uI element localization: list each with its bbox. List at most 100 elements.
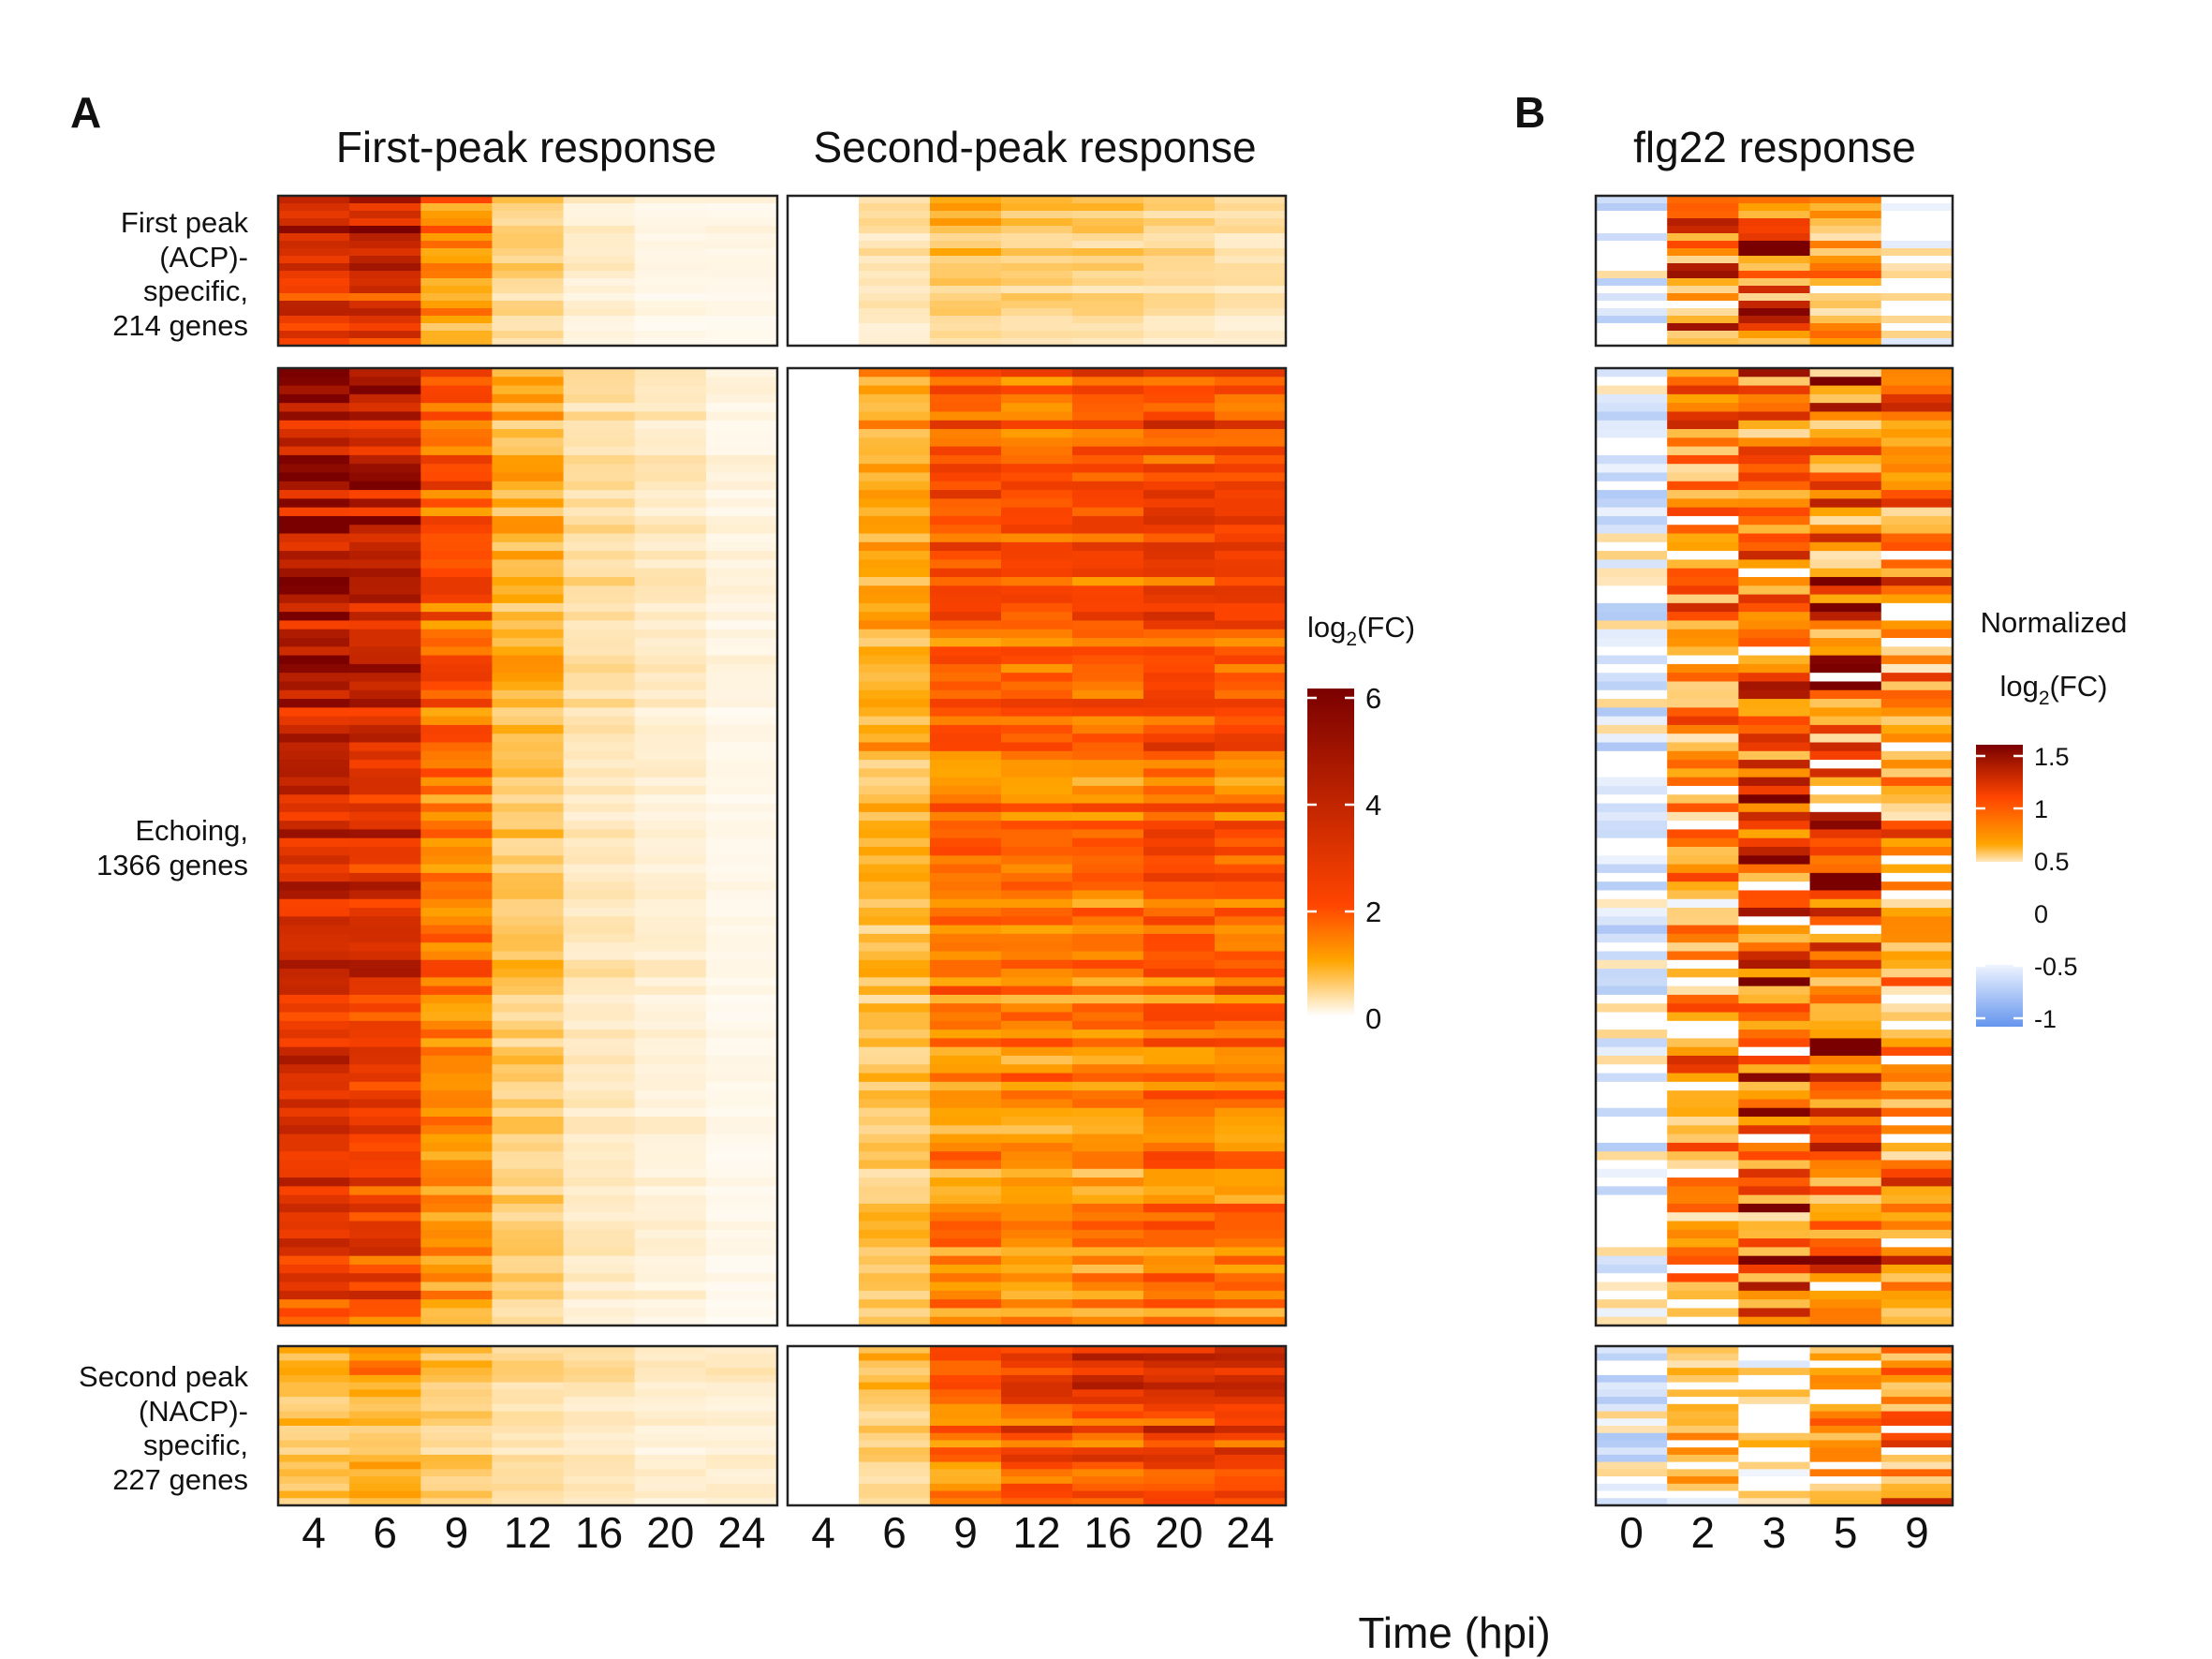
heatmap-cell [859, 1483, 931, 1492]
heatmap-cell [788, 994, 860, 1004]
heatmap-cell [420, 218, 493, 227]
heatmap-cell [349, 331, 421, 339]
heatmap-cell [420, 689, 493, 700]
heatmap-cell [1143, 620, 1216, 630]
heatmap-cell [705, 750, 778, 761]
heatmap-cell [1667, 1403, 1739, 1413]
heatmap-cell [1143, 985, 1216, 996]
heatmap-cell [705, 1178, 778, 1187]
heatmap-cell [634, 699, 707, 708]
heatmap-cell [1143, 1081, 1216, 1091]
heatmap-cell [1738, 525, 1811, 535]
heatmap-cell [1001, 1290, 1073, 1300]
heatmap-cell [492, 1090, 565, 1101]
heatmap-cell [1667, 620, 1739, 630]
heatmap-cell [349, 1125, 421, 1135]
heatmap-cell [420, 1238, 493, 1248]
heatmap-cell [705, 855, 778, 866]
heatmap-cell [859, 898, 931, 909]
heatmap-cell [788, 1229, 860, 1239]
heatmap-cell [1001, 1003, 1073, 1014]
heatmap-cell [788, 308, 860, 317]
heatmap-cell [420, 1418, 493, 1427]
heatmap-cell [1880, 1389, 1954, 1398]
heatmap-cell [278, 1212, 350, 1222]
heatmap-cell [563, 663, 636, 674]
heatmap-cell [492, 1038, 565, 1048]
heatmap-cell [859, 377, 931, 387]
heatmap-cell [1738, 464, 1811, 474]
heatmap-cell [1809, 811, 1882, 822]
heatmap-cell [563, 1125, 636, 1135]
heatmap-cell [1738, 1360, 1811, 1369]
heatmap-cell [859, 1203, 931, 1213]
heatmap-cell [634, 803, 707, 813]
heatmap-cell [1880, 196, 1954, 204]
heatmap-cell [1143, 1418, 1216, 1427]
heatmap-cell [788, 716, 860, 726]
heatmap-second-echo-frame [786, 366, 1288, 1327]
heatmap-cell [788, 278, 860, 287]
heatmap-cell [420, 750, 493, 761]
heatmap-cell [563, 655, 636, 665]
heatmap-cell [930, 847, 1002, 856]
heatmap-cell [1880, 1012, 1954, 1022]
heatmap-cell [1072, 1469, 1144, 1477]
heatmap-cell [1072, 942, 1144, 953]
heatmap-cell [492, 959, 565, 970]
heatmap-cell [563, 338, 636, 347]
heatmap-cell [1809, 1160, 1882, 1170]
heatmap-cell [859, 811, 931, 822]
heatmap-cell [1809, 323, 1882, 332]
heatmap-cell [1596, 1160, 1668, 1170]
heatmap-cell [278, 437, 350, 448]
heatmap-cell [563, 1368, 636, 1376]
heatmap-cell [1667, 1046, 1739, 1057]
heatmap-cell [859, 1264, 931, 1274]
heatmap-cell [1809, 768, 1882, 778]
heatmap-cell [1667, 368, 1739, 378]
heatmap-cell [278, 368, 350, 378]
heatmap-cell [705, 724, 778, 734]
heatmap-cell [1809, 1133, 1882, 1144]
heatmap-cell [788, 1003, 860, 1014]
heatmap-cell [278, 377, 350, 387]
heatmap-cell [1143, 226, 1216, 234]
heatmap-cell [420, 959, 493, 970]
heatmap-cell [1667, 1308, 1739, 1318]
heatmap-cell [859, 1178, 931, 1187]
heatmap-cell [634, 724, 707, 734]
heatmap-cell [1809, 1151, 1882, 1162]
heatmap-cell [1215, 472, 1287, 482]
heatmap-cell [930, 1273, 1002, 1283]
heatmap-cell [1215, 1194, 1287, 1205]
heatmap-cell [278, 323, 350, 332]
heatmap-cell [1667, 515, 1739, 526]
heatmap-cell [1809, 925, 1882, 935]
heatmap-cell [1596, 403, 1668, 413]
heatmap-cell [1738, 1264, 1811, 1274]
heatmap-cell [1667, 576, 1739, 586]
heatmap-cell [1143, 1374, 1216, 1384]
heatmap-cell [563, 1212, 636, 1222]
heatmap-cell [420, 1212, 493, 1222]
heatmap-cell [349, 847, 421, 856]
heatmap-cell [1215, 742, 1287, 752]
heatmap-cell [1001, 1264, 1073, 1274]
heatmap-cell [278, 1411, 350, 1419]
heatmap-cell [1001, 1020, 1073, 1030]
heatmap-cell [634, 1012, 707, 1022]
heatmap-cell [634, 733, 707, 744]
heatmap-cell [278, 612, 350, 622]
heatmap-cell [1215, 385, 1287, 395]
heatmap-cell [705, 278, 778, 287]
heatmap-cell [563, 403, 636, 413]
heatmap-cell [349, 218, 421, 227]
heatmap-cell [1143, 933, 1216, 943]
heatmap-cell [1215, 1440, 1287, 1448]
heatmap-cell [278, 568, 350, 578]
heatmap-cell [1001, 994, 1073, 1004]
heatmap-cell [1215, 464, 1287, 474]
heatmap-cell [634, 629, 707, 639]
heatmap-cell [1667, 629, 1739, 639]
